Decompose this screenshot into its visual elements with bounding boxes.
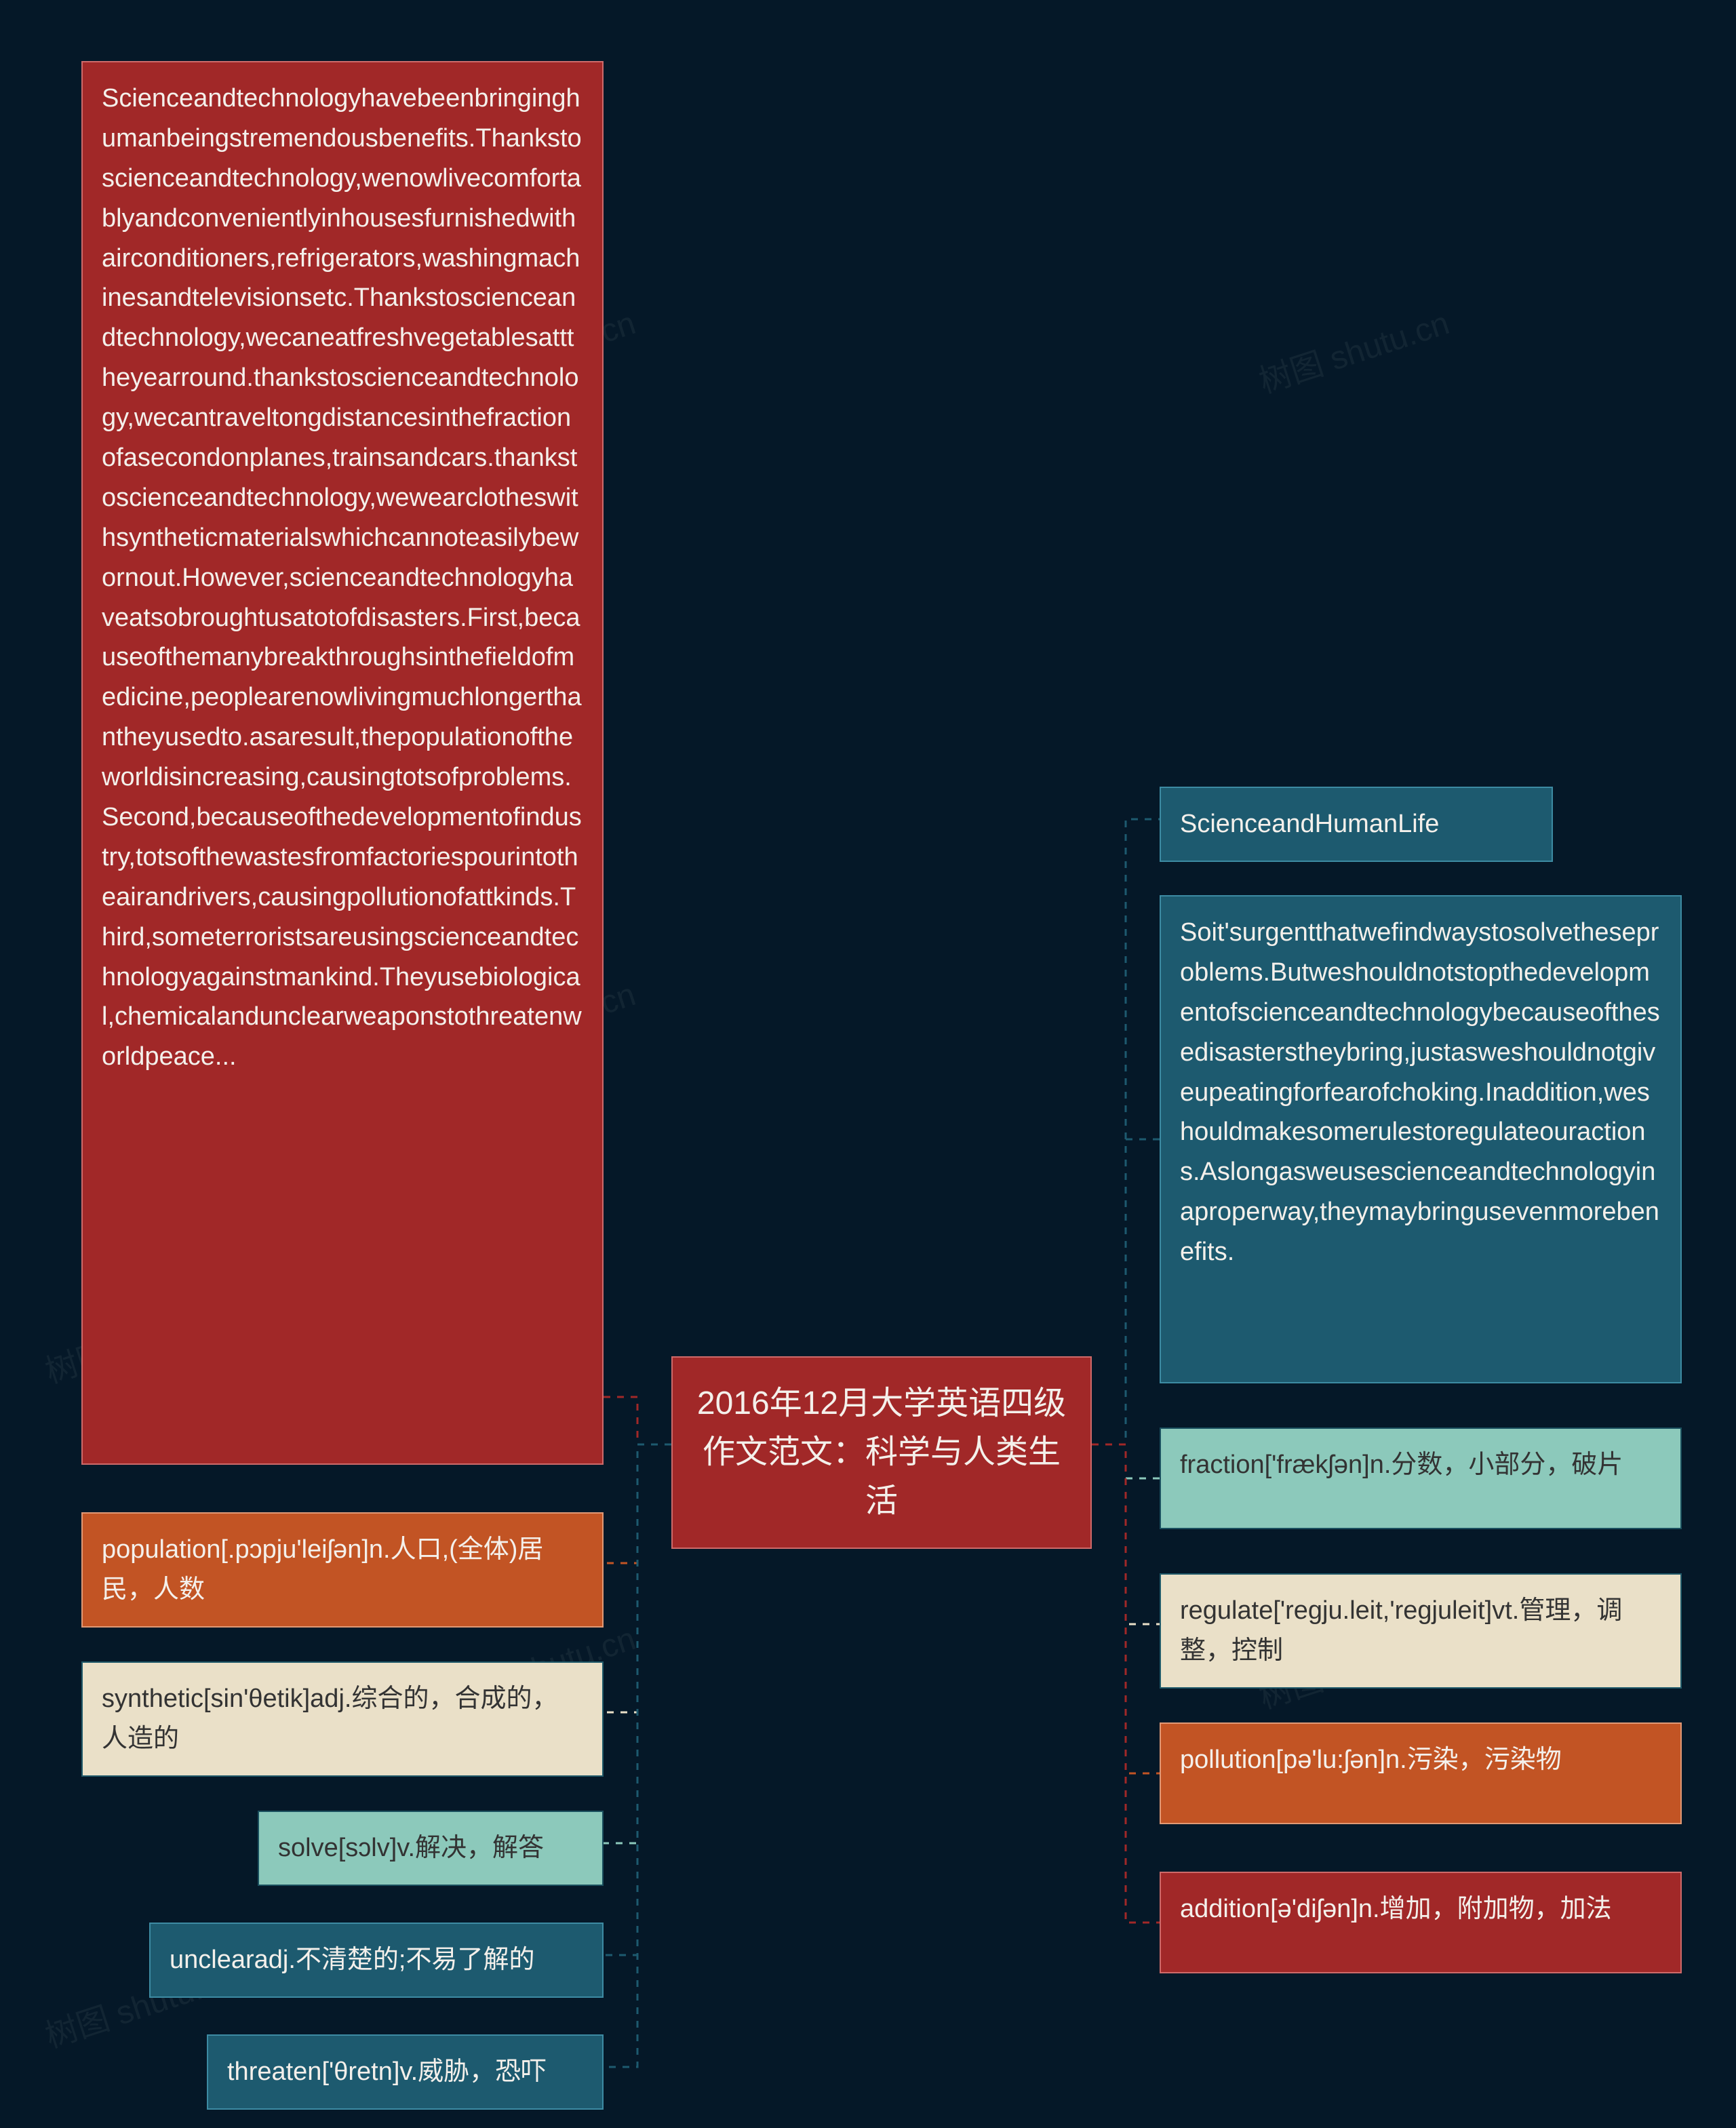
left-node-essay1: Scienceandtechnologyhavebeenbringinghuma…: [81, 61, 604, 1465]
right-node-regulate: regulate['regju.leit,'regjuleit]vt.管理，调整…: [1160, 1573, 1682, 1689]
right-node-pollution: pollution[pə'lu:ʃən]n.污染，污染物: [1160, 1722, 1682, 1824]
right-node-addition: addition[ə'diʃən]n.增加，附加物，加法: [1160, 1872, 1682, 1973]
right-node-title: ScienceandHumanLife: [1160, 787, 1553, 862]
connector-path: [604, 1444, 671, 2067]
left-node-population: population[.pɔpju'leiʃən]n.人口,(全体)居民，人数: [81, 1512, 604, 1628]
center-node: 2016年12月大学英语四级作文范文：科学与人类生活: [671, 1356, 1092, 1549]
right-node-fraction: fraction['frækʃən]n.分数，小部分，破片: [1160, 1427, 1682, 1529]
right-node-essay2: Soit'surgentthatwefindwaystosolvethesepr…: [1160, 895, 1682, 1383]
connector-path: [604, 1444, 671, 1843]
watermark: 树图 shutu.cn: [1252, 296, 1454, 402]
connector-path: [1092, 1444, 1160, 1478]
connector-path: [1092, 1139, 1160, 1444]
connector-path: [604, 1444, 671, 1955]
left-node-unclear: unclearadj.不清楚的;不易了解的: [149, 1923, 604, 1998]
connector-path: [604, 1444, 671, 1712]
connector-path: [1092, 1444, 1160, 1773]
connector-path: [604, 1397, 671, 1444]
connector-path: [1092, 819, 1160, 1444]
connector-path: [604, 1444, 671, 1563]
connector-path: [1092, 1444, 1160, 1624]
left-node-threaten: threaten['θretn]v.威胁，恐吓: [207, 2034, 604, 2110]
connector-path: [1092, 1444, 1160, 1923]
left-node-synthetic: synthetic[sin'θetik]adj.综合的，合成的，人造的: [81, 1661, 604, 1777]
left-node-solve: solve[sɔlv]v.解决，解答: [258, 1811, 604, 1886]
